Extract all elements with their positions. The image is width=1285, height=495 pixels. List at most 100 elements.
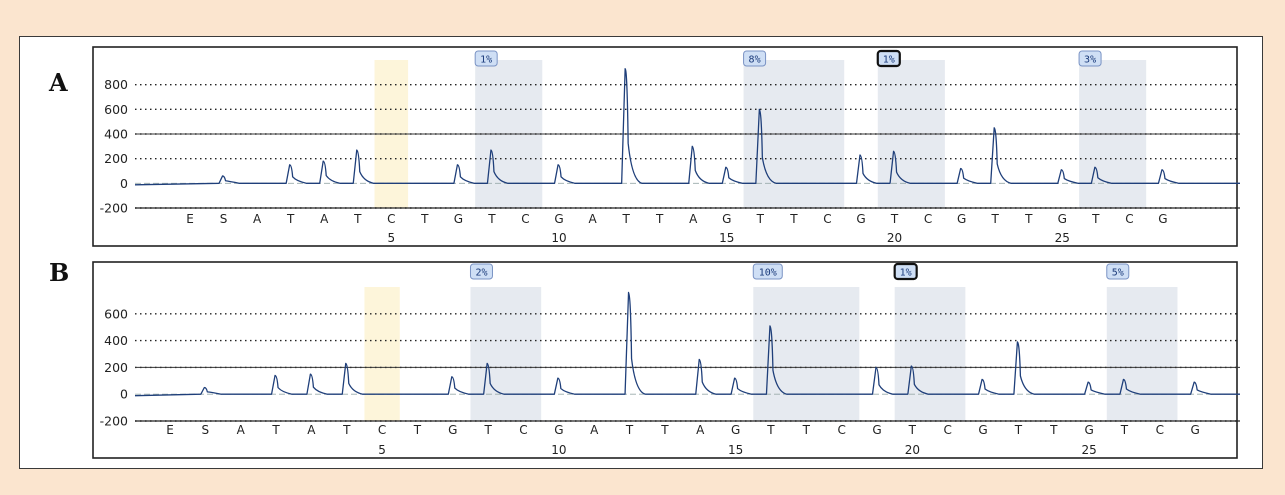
dispensation-base: T [660, 423, 669, 437]
y-tick-label: 800 [104, 77, 128, 92]
methylation-badge [893, 262, 918, 281]
cpg-region [753, 287, 860, 421]
panel-border [92, 261, 1238, 459]
dispensation-base: A [588, 212, 597, 226]
dispensation-base: G [554, 212, 563, 226]
methylation-percent: 2% [475, 268, 487, 279]
dispensation-base: A [590, 423, 599, 437]
dispensation-base: G [856, 212, 865, 226]
dispensation-base: A [237, 423, 246, 437]
dispensation-base: T [487, 212, 496, 226]
position-label: 5 [387, 231, 395, 245]
y-tick-label: 400 [104, 127, 128, 142]
dispensation-base: A [696, 423, 705, 437]
pyrogram-trace [134, 291, 1240, 397]
panel-label-a: A [49, 68, 68, 97]
dispensation-base: T [271, 423, 280, 437]
dispensation-base: C [823, 212, 831, 226]
y-tick-label: 400 [104, 333, 128, 348]
dispensation-base: C [1125, 212, 1133, 226]
dispensation-base: G [554, 423, 563, 437]
dispensation-base: T [756, 212, 765, 226]
methylation-percent: 8% [749, 55, 761, 66]
dispensation-base: C [944, 423, 952, 437]
dispensation-base: T [483, 423, 492, 437]
methylation-percent: 3% [1084, 55, 1096, 66]
dispensation-base: T [991, 212, 1000, 226]
dispensation-base: G [1158, 212, 1167, 226]
methylation-percent: 1% [900, 268, 912, 279]
pyrogram-trace [134, 67, 1240, 186]
y-tick-label: -200 [100, 201, 128, 216]
position-label: 25 [1081, 443, 1096, 457]
dispensation-base: G [872, 423, 881, 437]
dispensation-base: A [307, 423, 316, 437]
y-tick-label: -200 [100, 414, 128, 429]
y-tick-label: 0 [120, 176, 128, 191]
dispensation-base: C [924, 212, 932, 226]
position-label: 10 [551, 231, 566, 245]
y-tick-label: 600 [104, 102, 128, 117]
cpg-region [470, 287, 542, 421]
dispensation-base: T [621, 212, 630, 226]
dispensation-base: G [1058, 212, 1067, 226]
methylation-badge [1078, 50, 1102, 67]
dispensation-base: T [1014, 423, 1023, 437]
dispensation-base: T [1091, 212, 1100, 226]
cpg-region [894, 287, 966, 421]
methylation-badge [474, 50, 498, 67]
methylation-badge [1106, 263, 1130, 280]
dispensation-base: T [766, 423, 775, 437]
methylation-badge [743, 50, 767, 67]
position-label: 15 [728, 443, 743, 457]
y-tick-label: 200 [104, 151, 128, 166]
methylation-badge [752, 263, 783, 280]
dispensation-base: E [186, 212, 194, 226]
dispensation-base: T [1024, 212, 1033, 226]
position-label: 10 [551, 443, 566, 457]
dispensation-base: T [802, 423, 811, 437]
dispensation-base: C [519, 423, 527, 437]
dispensation-base: G [1190, 423, 1199, 437]
methylation-badge [876, 49, 901, 68]
dispensation-base: T [342, 423, 351, 437]
dispensation-base: T [420, 212, 429, 226]
dispensation-base: G [957, 212, 966, 226]
methylation-percent: 5% [1112, 268, 1124, 279]
dispensation-base: T [625, 423, 634, 437]
dispensation-base: T [655, 212, 664, 226]
dispensation-base: T [286, 212, 295, 226]
dispensation-base: C [837, 423, 845, 437]
dispensation-base: G [448, 423, 457, 437]
bisulfite-control-region [364, 287, 400, 421]
dispensation-base: T [1120, 423, 1129, 437]
dispensation-base: A [320, 212, 329, 226]
panel-border [92, 46, 1238, 247]
dispensation-base: G [722, 212, 731, 226]
y-tick-label: 200 [104, 360, 128, 375]
dispensation-base: G [1084, 423, 1093, 437]
position-label: 25 [1055, 231, 1070, 245]
panel-label-b: B [49, 258, 70, 287]
dispensation-base: C [1156, 423, 1164, 437]
dispensation-base: T [890, 212, 899, 226]
methylation-badge [469, 263, 493, 280]
dispensation-base: T [353, 212, 362, 226]
dispensation-base: E [166, 423, 174, 437]
y-tick-label: 600 [104, 306, 128, 321]
dispensation-base: C [378, 423, 386, 437]
methylation-percent: 1% [883, 55, 895, 66]
dispensation-base: A [253, 212, 262, 226]
panel-a: -200 0 200 400 600 800 E S A T A T C T G T C G A T T A G T T C G T C… [92, 46, 1240, 247]
dispensation-base: A [689, 212, 698, 226]
methylation-percent: 10% [759, 268, 777, 279]
position-label: 20 [905, 443, 920, 457]
dispensation-base: S [202, 423, 210, 437]
dispensation-base: S [220, 212, 228, 226]
dispensation-base: C [387, 212, 395, 226]
position-label: 5 [378, 443, 386, 457]
position-label: 15 [719, 231, 734, 245]
panel-b: -200 0 200 400 600 E S A T A T C T G T C G A T T A G T T C G T C G T T… [92, 261, 1240, 459]
dispensation-base: T [1049, 423, 1058, 437]
